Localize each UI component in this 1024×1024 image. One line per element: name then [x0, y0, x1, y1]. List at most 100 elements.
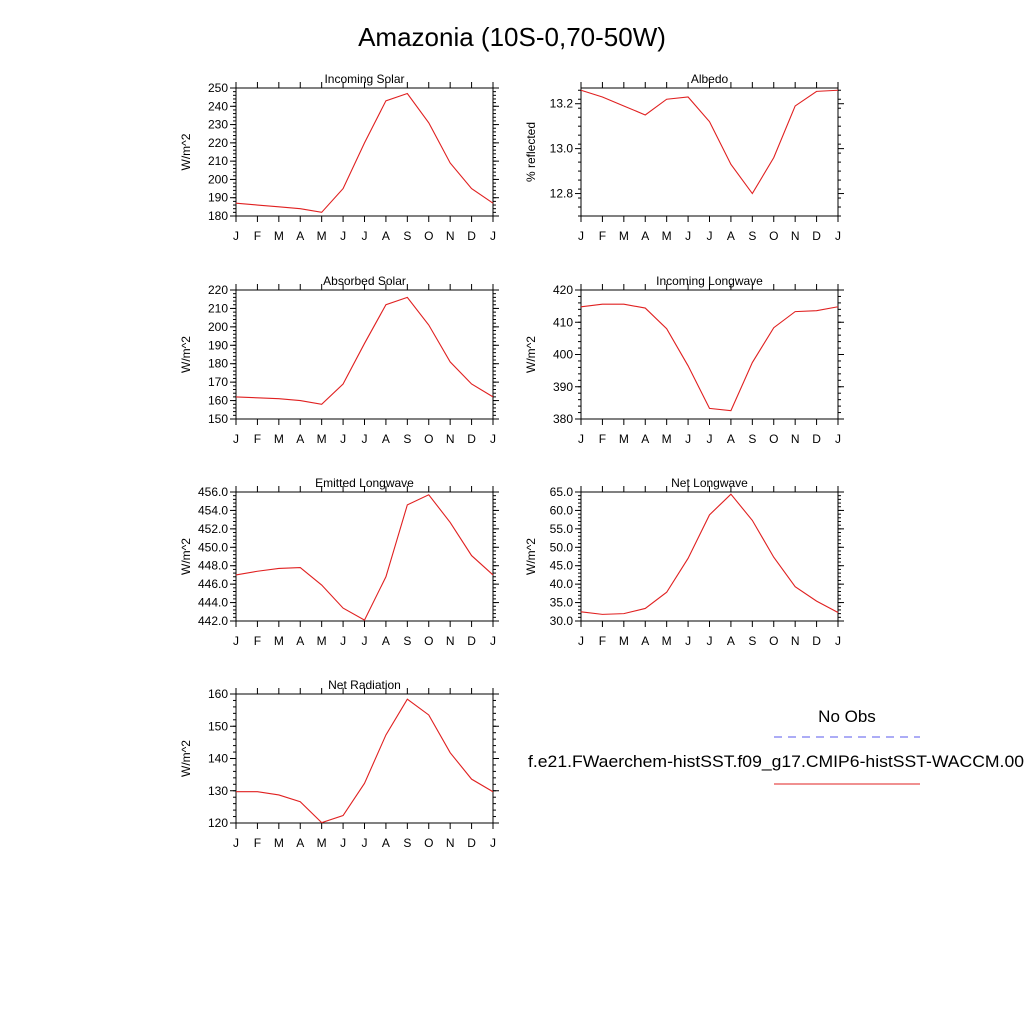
incoming-solar-plot-frame — [235, 87, 494, 217]
absorbed-solar-x-tick-label: J — [233, 432, 239, 446]
net-radiation-y-tick-label: 120 — [208, 816, 228, 830]
absorbed-solar-y-tick-label: 190 — [208, 338, 228, 352]
panel-incoming-solar: Incoming Solar 180 190 200 210 220 230 240 250 J F… — [179, 72, 499, 243]
legend-label-no-obs: No Obs — [818, 707, 876, 726]
emitted-longwave-y-tick-label: 452.0 — [198, 522, 228, 536]
absorbed-solar-series-line — [235, 296, 494, 405]
incoming-solar-y-tick-label: 180 — [208, 209, 228, 223]
net-longwave-x-tick-label: N — [791, 634, 800, 648]
incoming-longwave-x-tick-label: M — [662, 432, 672, 446]
incoming-longwave-y-tick-label: 390 — [553, 380, 573, 394]
incoming-solar-series-line — [235, 92, 494, 213]
incoming-solar-y-axis-label: W/m^2 — [179, 133, 193, 170]
absorbed-solar-x-tick-label: S — [403, 432, 411, 446]
absorbed-solar-y-tick-label: 170 — [208, 375, 228, 389]
albedo-x-tick-label: J — [835, 229, 841, 243]
net-longwave-x-tick-label: S — [748, 634, 756, 648]
incoming-longwave-x-tick-label: A — [727, 432, 735, 446]
emitted-longwave-y-tick-label: 442.0 — [198, 614, 228, 628]
net-longwave-y-tick-label: 35.0 — [550, 596, 574, 610]
net-radiation-x-tick-label: A — [382, 836, 390, 850]
incoming-longwave-x-tick-label: A — [641, 432, 649, 446]
net-radiation-y-tick-label: 150 — [208, 719, 228, 733]
albedo-x-tick-label: F — [599, 229, 606, 243]
albedo-x-tick-label: N — [791, 229, 800, 243]
net-longwave-x-tick-label: M — [662, 634, 672, 648]
albedo-x-tick-label: A — [641, 229, 649, 243]
net-radiation-x-tick-label: J — [340, 836, 346, 850]
incoming-longwave-x-tick-label: S — [748, 432, 756, 446]
net-radiation-x-tick-label: M — [274, 836, 284, 850]
incoming-solar-x-tick-label: A — [382, 229, 390, 243]
net-radiation-x-tick-label: M — [317, 836, 327, 850]
incoming-solar-x-tick-label: N — [446, 229, 455, 243]
albedo-x-tick-label: J — [578, 229, 584, 243]
incoming-longwave-title: Incoming Longwave — [656, 274, 763, 288]
emitted-longwave-title: Emitted Longwave — [315, 476, 414, 490]
incoming-longwave-x-tick-label: M — [619, 432, 629, 446]
albedo-x-tick-label: J — [707, 229, 713, 243]
net-radiation-series-line — [236, 698, 494, 824]
incoming-solar-x-tick-label: J — [233, 229, 239, 243]
albedo-x-tick-label: M — [662, 229, 672, 243]
incoming-solar-y-tick-label: 200 — [208, 172, 228, 186]
emitted-longwave-y-axis-label: W/m^2 — [179, 538, 193, 575]
net-longwave-x-tick-label: J — [835, 634, 841, 648]
incoming-solar-x-tick-label: M — [317, 229, 327, 243]
incoming-solar-y-tick-label: 250 — [208, 81, 228, 95]
net-radiation-x-tick-label: F — [254, 836, 261, 850]
absorbed-solar-y-axis-label: W/m^2 — [179, 336, 193, 373]
incoming-longwave-x-tick-label: F — [599, 432, 606, 446]
incoming-longwave-plot-frame — [580, 289, 839, 420]
albedo-y-tick-label: 13.2 — [550, 97, 574, 111]
absorbed-solar-plot-frame — [235, 289, 494, 420]
absorbed-solar-y-tick-label: 160 — [208, 394, 228, 408]
incoming-solar-x-tick-label: A — [296, 229, 304, 243]
incoming-solar-title: Incoming Solar — [324, 72, 404, 86]
absorbed-solar-x-tick-label: M — [317, 432, 327, 446]
net-radiation-x-tick-label: J — [490, 836, 496, 850]
net-longwave-y-tick-label: 55.0 — [550, 522, 574, 536]
absorbed-solar-y-tick-label: 180 — [208, 357, 228, 371]
incoming-solar-x-tick-label: F — [254, 229, 261, 243]
net-longwave-x-tick-label: J — [685, 634, 691, 648]
panel-absorbed-solar: Absorbed Solar 150 160 170 180 190 200 210 220 J F… — [179, 274, 499, 446]
net-longwave-x-tick-label: M — [619, 634, 629, 648]
incoming-solar-y-tick-label: 220 — [208, 136, 228, 150]
net-radiation-x-tick-label: N — [446, 836, 455, 850]
absorbed-solar-x-tick-label: D — [467, 432, 476, 446]
albedo-x-tick-label: S — [748, 229, 756, 243]
net-longwave-x-tick-label: A — [641, 634, 649, 648]
net-longwave-y-tick-label: 65.0 — [550, 485, 574, 499]
incoming-longwave-x-tick-label: N — [791, 432, 800, 446]
emitted-longwave-x-tick-label: M — [317, 634, 327, 648]
panel-net-longwave: Net Longwave 30.0 35.0 40.0 45.0 50.0 55.0 60.0… — [524, 476, 844, 648]
absorbed-solar-title: Absorbed Solar — [323, 274, 406, 288]
incoming-longwave-series-line — [580, 303, 839, 412]
albedo-series-line — [580, 89, 839, 195]
incoming-longwave-x-tick-label: J — [578, 432, 584, 446]
albedo-title: Albedo — [691, 72, 729, 86]
absorbed-solar-y-tick-label: 150 — [208, 412, 228, 426]
emitted-longwave-x-tick-label: J — [362, 634, 368, 648]
net-longwave-y-tick-label: 50.0 — [550, 540, 574, 554]
emitted-longwave-y-tick-label: 446.0 — [198, 577, 228, 591]
incoming-longwave-x-tick-label: O — [769, 432, 778, 446]
net-longwave-title: Net Longwave — [671, 476, 748, 490]
albedo-y-axis-label: % reflected — [524, 122, 538, 182]
incoming-solar-x-tick-label: O — [424, 229, 433, 243]
albedo-y-tick-label: 12.8 — [550, 187, 574, 201]
albedo-x-tick-label: A — [727, 229, 735, 243]
emitted-longwave-x-tick-label: D — [467, 634, 476, 648]
albedo-x-tick-label: O — [769, 229, 778, 243]
albedo-plot-frame — [580, 87, 839, 217]
absorbed-solar-x-tick-label: J — [362, 432, 368, 446]
incoming-longwave-y-tick-label: 400 — [553, 348, 573, 362]
emitted-longwave-plot-frame — [235, 491, 494, 622]
incoming-longwave-x-tick-label: J — [685, 432, 691, 446]
absorbed-solar-x-tick-label: J — [340, 432, 346, 446]
